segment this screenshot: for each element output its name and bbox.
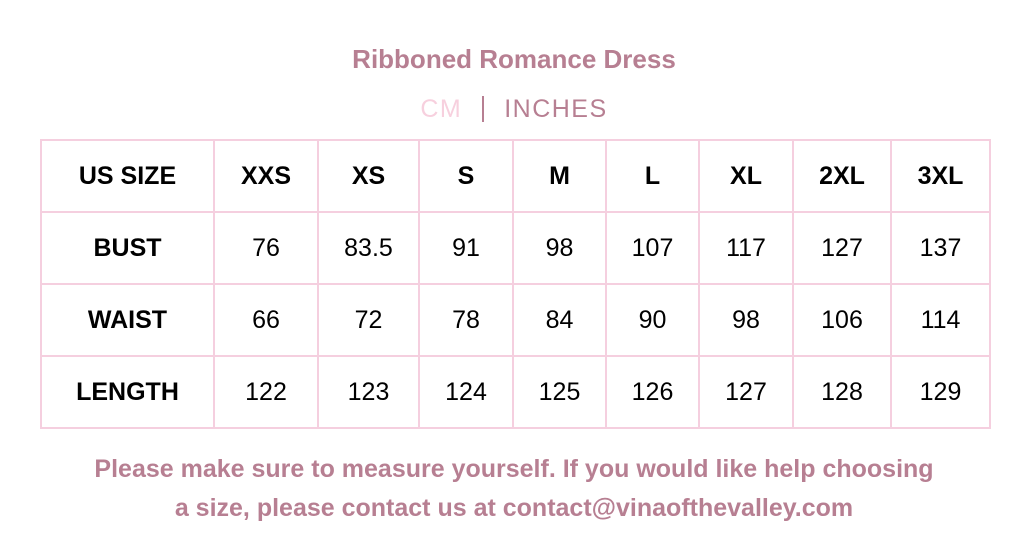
measurement-value-cell: 78 [418,283,514,357]
measurement-value-cell: 90 [605,283,700,357]
measurement-value-cell: 83.5 [317,211,420,285]
unit-inches-button[interactable]: INCHES [504,94,608,123]
measurement-value-cell: 72 [317,283,420,357]
size-header-cell: XS [317,139,420,213]
table-row: BUST 76 83.5 91 98 107 117 127 137 [40,211,991,285]
measurement-value-cell: 126 [605,355,700,429]
measurement-value-cell: 125 [512,355,607,429]
size-header-cell: 3XL [890,139,991,213]
measurement-label-cell: WAIST [40,283,215,357]
measurement-label-cell: BUST [40,211,215,285]
size-header-cell: S [418,139,514,213]
sizing-note-line-1: Please make sure to measure yourself. If… [94,455,934,483]
measurement-value-cell: 76 [213,211,319,285]
measurement-value-cell: 84 [512,283,607,357]
size-header-cell: 2XL [792,139,892,213]
measurement-value-cell: 122 [213,355,319,429]
measurement-value-cell: 98 [698,283,794,357]
table-row: LENGTH 122 123 124 125 126 127 128 129 [40,355,991,429]
unit-toggle: CM INCHES [0,94,1028,124]
measurement-value-cell: 106 [792,283,892,357]
size-header-cell: M [512,139,607,213]
measurement-value-cell: 114 [890,283,991,357]
unit-cm-button[interactable]: CM [420,94,463,123]
size-header-cell: XL [698,139,794,213]
size-header-cell: XXS [213,139,319,213]
measurement-value-cell: 128 [792,355,892,429]
measurement-value-cell: 117 [698,211,794,285]
measurement-value-cell: 127 [792,211,892,285]
measurement-value-cell: 123 [317,355,420,429]
table-row: WAIST 66 72 78 84 90 98 106 114 [40,283,991,357]
measurement-value-cell: 124 [418,355,514,429]
size-header-cell: L [605,139,700,213]
product-title: Ribboned Romance Dress [352,44,676,74]
measurement-value-cell: 98 [512,211,607,285]
size-chart-table: US SIZE XXS XS S M L XL 2XL 3XL BUST 76 83.5 91 98 107… [40,139,991,429]
measurement-value-cell: 66 [213,283,319,357]
sizing-note-line-2: a size, please contact us at contact@vin… [174,494,854,522]
measurement-value-cell: 129 [890,355,991,429]
measurement-value-cell: 91 [418,211,514,285]
size-header-cell: US SIZE [40,139,215,213]
sizing-note: Please make sure to measure yourself. If… [0,450,1028,528]
measurement-label-cell: LENGTH [40,355,215,429]
table-header-row: US SIZE XXS XS S M L XL 2XL 3XL [40,139,991,213]
unit-separator [482,96,485,123]
measurement-value-cell: 107 [605,211,700,285]
measurement-value-cell: 137 [890,211,991,285]
measurement-value-cell: 127 [698,355,794,429]
